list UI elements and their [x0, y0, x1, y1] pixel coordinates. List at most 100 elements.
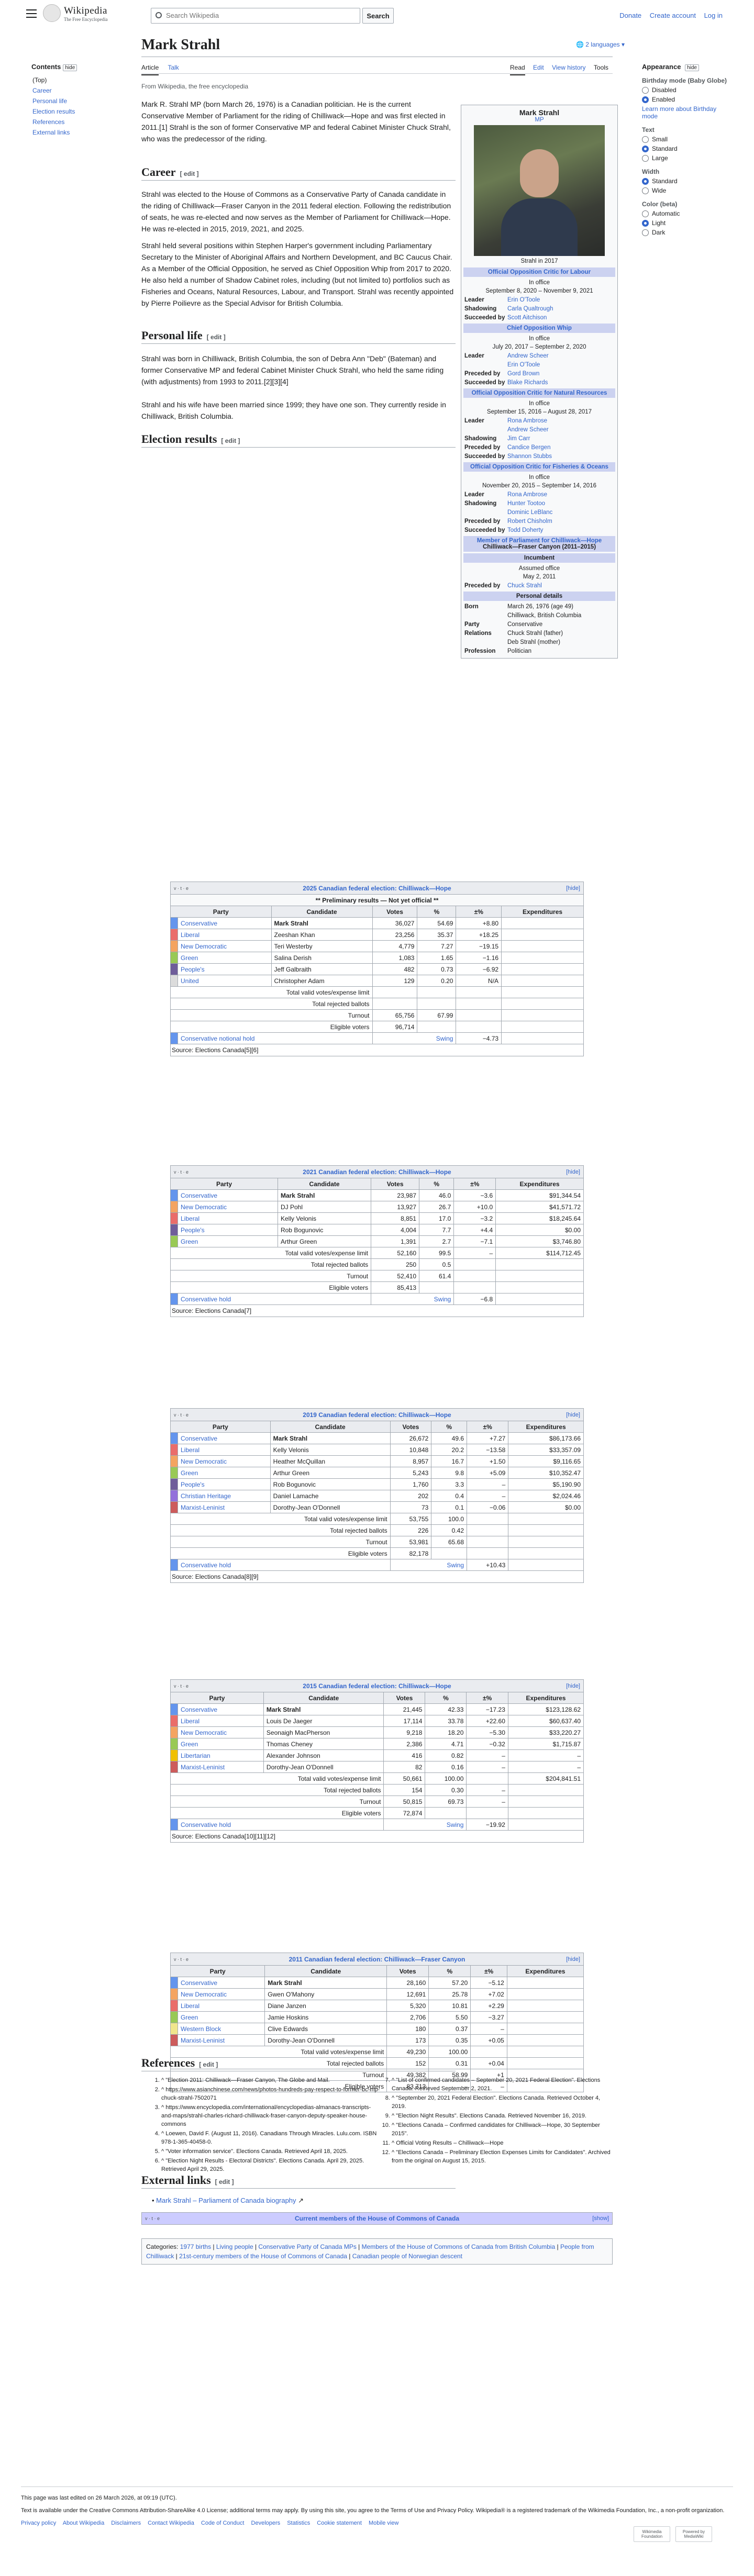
- infobox-role-title[interactable]: Official Opposition Critic for Labour: [487, 269, 591, 275]
- party-cell[interactable]: Marxist-Leninist: [178, 1501, 271, 1513]
- reference-item[interactable]: ^ "Election Night Results". Elections Ca…: [392, 2112, 613, 2120]
- table-hide-button[interactable]: [hide]: [566, 1956, 580, 1962]
- infobox-row-value[interactable]: Robert Chisholm: [507, 518, 552, 525]
- category-link[interactable]: Canadian people of Norwegian descent: [352, 2252, 462, 2260]
- infobox-postnominal[interactable]: MP: [535, 117, 544, 123]
- table-hide-button[interactable]: [hide]: [566, 1412, 580, 1418]
- tab-edit[interactable]: Edit: [533, 64, 544, 71]
- infobox-row-value[interactable]: Candice Bergen: [507, 444, 551, 451]
- party-cell[interactable]: Liberal: [178, 1715, 264, 1727]
- donate-link[interactable]: Donate: [619, 12, 642, 19]
- category-link[interactable]: Conservative Party of Canada MPs: [258, 2243, 357, 2250]
- edit-references-link[interactable]: [ edit ]: [199, 2061, 218, 2068]
- party-cell[interactable]: New Democratic: [178, 940, 272, 952]
- infobox-row-value[interactable]: Erin O'Toole: [507, 297, 540, 303]
- party-cell[interactable]: New Democratic: [177, 1988, 265, 2000]
- width-wide-radio[interactable]: Wide: [642, 187, 731, 194]
- party-cell[interactable]: Green: [177, 2011, 265, 2023]
- search-button[interactable]: Search: [362, 8, 394, 24]
- party-cell[interactable]: Christian Heritage: [178, 1490, 271, 1502]
- appearance-hide-button[interactable]: hide: [685, 64, 699, 71]
- reference-item[interactable]: ^ "Election Night Results - Electoral Di…: [161, 2157, 382, 2173]
- category-link[interactable]: 21st-century members of the House of Com…: [179, 2252, 347, 2260]
- table-hide-button[interactable]: [hide]: [566, 885, 580, 891]
- infobox-row-value[interactable]: Dominic LeBlanc: [507, 509, 553, 516]
- infobox-row-value[interactable]: Erin O'Toole: [507, 362, 540, 368]
- party-cell[interactable]: Conservative: [178, 1703, 264, 1715]
- search-box[interactable]: [151, 8, 360, 24]
- infobox-role-title[interactable]: Chief Opposition Whip: [507, 325, 572, 331]
- party-cell[interactable]: Green: [178, 1467, 271, 1479]
- birthday-disabled-radio[interactable]: Disabled: [642, 86, 731, 94]
- infobox-row-value[interactable]: Todd Doherty: [507, 527, 544, 533]
- reference-item[interactable]: ^ "Elections Canada – Confirmed candidat…: [392, 2121, 613, 2138]
- toc-item-top[interactable]: (Top): [32, 76, 47, 84]
- party-cell[interactable]: New Democratic: [178, 1455, 271, 1467]
- external-link-item[interactable]: • Mark Strahl – Parliament of Canada bio…: [152, 2196, 304, 2204]
- menu-icon[interactable]: [26, 9, 37, 18]
- width-standard-radio[interactable]: Standard: [642, 177, 731, 185]
- hold-label[interactable]: Conservative hold: [178, 1559, 391, 1571]
- table-source[interactable]: Source: Elections Canada[8][9]: [170, 1571, 584, 1583]
- footer-link-code-of-conduct[interactable]: Code of Conduct: [201, 2520, 245, 2526]
- wikipedia-logo[interactable]: [43, 4, 61, 22]
- table-caption-text[interactable]: 2021 Canadian federal election: Chilliwa…: [303, 1168, 451, 1176]
- swing-label[interactable]: Swing: [390, 1559, 468, 1571]
- party-cell[interactable]: New Democratic: [178, 1201, 278, 1213]
- color-automatic-radio[interactable]: Automatic: [642, 210, 731, 217]
- tab-view-history[interactable]: View history: [552, 64, 586, 71]
- mediawiki-badge[interactable]: Powered by MediaWiki: [675, 2526, 712, 2542]
- infobox-row-value[interactable]: Shannon Stubbs: [507, 453, 552, 460]
- table-hide-button[interactable]: [hide]: [566, 1169, 580, 1175]
- infobox-row-value[interactable]: Carla Qualtrough: [507, 306, 553, 312]
- table-caption-text[interactable]: 2019 Canadian federal election: Chilliwa…: [303, 1411, 451, 1419]
- footer-link-privacy[interactable]: Privacy policy: [21, 2520, 57, 2526]
- party-cell[interactable]: Liberal: [178, 1212, 278, 1224]
- reference-item[interactable]: ^ Loewen, David F. (August 11, 2016). Ca…: [161, 2129, 382, 2146]
- birthday-enabled-radio[interactable]: Enabled: [642, 96, 731, 103]
- infobox-row-value[interactable]: Scott Aitchison: [507, 315, 547, 321]
- footer-link-about[interactable]: About Wikipedia: [62, 2520, 105, 2526]
- table-source[interactable]: Source: Elections Canada[5][6]: [170, 1044, 584, 1056]
- table-vte[interactable]: v · t · e: [174, 1683, 189, 1689]
- infobox-row-value[interactable]: Gord Brown: [507, 371, 540, 377]
- infobox-role-title[interactable]: Official Opposition Critic for Natural R…: [471, 390, 607, 396]
- reference-item[interactable]: ^ "List of confirmed candidates – Septem…: [392, 2076, 613, 2093]
- table-caption-text[interactable]: 2015 Canadian federal election: Chilliwa…: [303, 1682, 451, 1690]
- infobox-role-title[interactable]: Official Opposition Critic for Fisheries…: [470, 464, 608, 470]
- party-cell[interactable]: Liberal: [178, 1444, 271, 1456]
- reference-item[interactable]: ^ "Elections Canada – Preliminary Electi…: [392, 2148, 613, 2165]
- table-source[interactable]: Source: Elections Canada[10][11][12]: [170, 1831, 584, 1843]
- edit-personal-link[interactable]: [ edit ]: [206, 333, 226, 341]
- reference-item[interactable]: ^ https://www.encyclopedia.com/internati…: [161, 2103, 382, 2128]
- toc-item-personal-life[interactable]: Personal life: [32, 97, 68, 105]
- infobox-row-value[interactable]: Blake Richards: [507, 380, 548, 386]
- table-vte[interactable]: v · t · e: [174, 1169, 189, 1175]
- toc-item-external-links[interactable]: External links: [32, 129, 70, 136]
- portrait-photo[interactable]: [474, 125, 605, 256]
- table-caption-text[interactable]: 2011 Canadian federal election: Chilliwa…: [289, 1956, 465, 1963]
- text-standard-radio[interactable]: Standard: [642, 145, 731, 152]
- edit-career-link[interactable]: [ edit ]: [180, 170, 199, 177]
- tab-read[interactable]: Read: [510, 64, 525, 75]
- infobox-row-value[interactable]: Hunter Tootoo: [507, 500, 546, 507]
- hold-label[interactable]: Conservative hold: [177, 1819, 384, 1831]
- party-cell[interactable]: Western Block: [177, 2023, 265, 2035]
- infobox-row-value[interactable]: Rona Ambrose: [507, 492, 548, 498]
- category-link[interactable]: Living people: [216, 2243, 253, 2250]
- hold-label[interactable]: Conservative notional hold: [178, 1032, 373, 1044]
- languages-button[interactable]: 🌐 2 languages ▾: [576, 41, 625, 48]
- party-cell[interactable]: People's: [178, 963, 272, 975]
- wordmark[interactable]: Wikipedia: [64, 5, 107, 16]
- toc-item-career[interactable]: Career: [32, 87, 52, 94]
- text-large-radio[interactable]: Large: [642, 154, 731, 162]
- party-cell[interactable]: Conservative: [178, 917, 272, 929]
- create-account-link[interactable]: Create account: [649, 12, 696, 19]
- footer-link-statistics[interactable]: Statistics: [287, 2520, 311, 2526]
- party-cell[interactable]: Liberal: [177, 2000, 265, 2012]
- tab-article[interactable]: Article: [141, 64, 159, 75]
- party-cell[interactable]: People's: [178, 1224, 278, 1236]
- party-cell[interactable]: Libertarian: [178, 1749, 264, 1761]
- party-cell[interactable]: United: [178, 975, 272, 987]
- navbox-title[interactable]: Current members of the House of Commons …: [294, 2215, 460, 2222]
